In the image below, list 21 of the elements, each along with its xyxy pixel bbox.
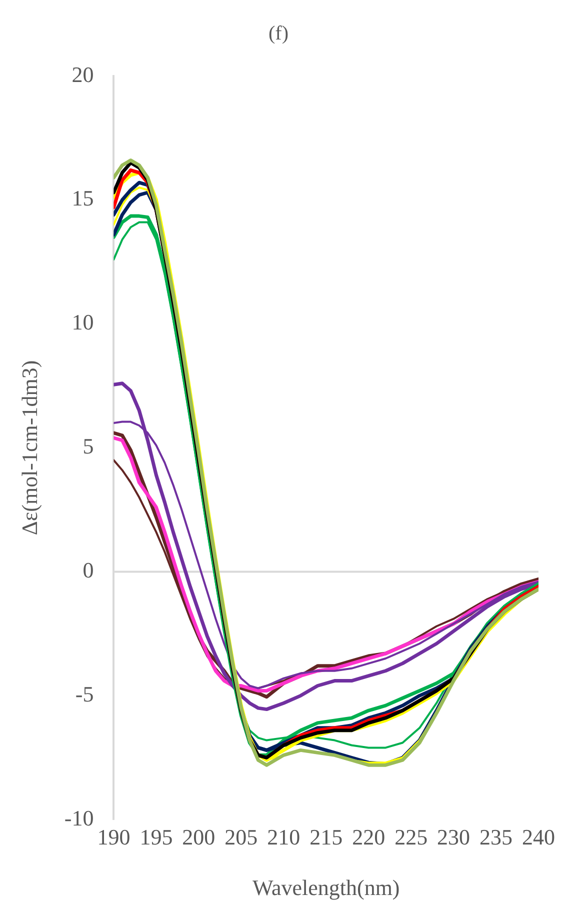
x-tick-label: 240: [522, 824, 555, 850]
x-tick-label: 210: [267, 824, 300, 850]
x-tick-label: 205: [224, 824, 258, 850]
x-tick-label: 190: [97, 824, 130, 850]
y-tick-label: 0: [82, 558, 94, 583]
x-tick-label: 195: [140, 824, 173, 850]
y-tick-label: 20: [72, 62, 94, 87]
x-tick-label: 225: [394, 824, 428, 850]
y-axis-title: Δε(mol-1cm-1dm3): [16, 360, 42, 536]
chart-title: (f): [268, 22, 288, 44]
x-axis-title: Wavelength(nm): [252, 874, 400, 900]
y-tick-label: -10: [64, 805, 94, 830]
x-tick-label: 200: [182, 824, 216, 850]
x-tick-label: 235: [480, 824, 513, 850]
x-tick-label: 230: [437, 824, 470, 850]
y-tick-label: -5: [75, 681, 94, 706]
y-tick-label: 15: [72, 186, 94, 211]
x-tick-label: 220: [352, 824, 386, 850]
x-tick-label: 215: [310, 824, 343, 850]
y-tick-label: 10: [72, 310, 94, 335]
y-tick-label: 5: [82, 434, 94, 459]
